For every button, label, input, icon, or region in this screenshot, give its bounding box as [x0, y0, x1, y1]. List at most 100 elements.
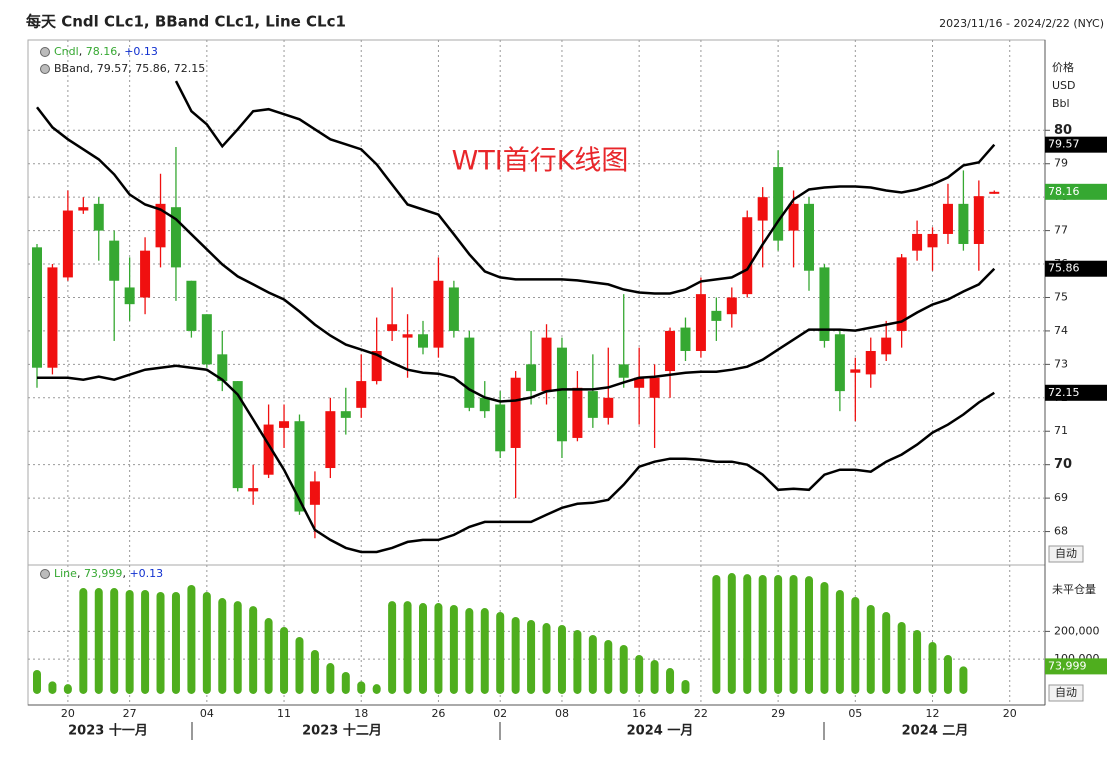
candle-body: [186, 280, 197, 331]
legend: Line, 73,999, +0.13: [54, 567, 163, 580]
x-tick-label: 05: [848, 707, 862, 720]
candle-body: [881, 337, 892, 355]
value-box: [1045, 183, 1107, 200]
candle-body: [587, 391, 598, 418]
auto-button[interactable]: [1048, 545, 1084, 563]
candle-body: [279, 421, 290, 428]
y-tick-label: 69: [1054, 491, 1068, 504]
legend-value: 78.16: [86, 45, 118, 58]
x-tick-label: 26: [431, 707, 445, 720]
candle-body: [510, 377, 521, 448]
candle-body: [649, 377, 660, 398]
candle-body: [603, 397, 614, 418]
auto-button-label[interactable]: 自动: [1055, 686, 1077, 699]
candle-body: [479, 397, 490, 412]
x-tick-label: 04: [200, 707, 214, 720]
value-box: [1045, 136, 1107, 153]
candle-body: [433, 280, 444, 348]
legend-name: Line: [54, 567, 77, 580]
candle-body: [541, 337, 552, 392]
legend-name: BBand: [54, 62, 90, 75]
candle-body: [294, 421, 305, 512]
auto-button[interactable]: [1048, 684, 1084, 702]
candle-body: [711, 310, 722, 321]
candle-body: [912, 233, 923, 251]
candle-body: [263, 424, 274, 475]
candle-body: [495, 404, 506, 452]
band-line: [37, 364, 995, 554]
legend-name: Cndl: [54, 45, 79, 58]
candle-body: [850, 369, 861, 373]
value-box: [1045, 658, 1107, 675]
legend-icon: [40, 47, 50, 57]
candle-body: [726, 297, 737, 315]
candle-body: [201, 314, 212, 365]
candle-body: [958, 203, 969, 244]
y-tick-label: 71: [1054, 424, 1068, 437]
y-tick-label: 80: [1054, 123, 1072, 138]
month-label: 2023 十一月: [68, 723, 148, 739]
candle-body: [371, 350, 382, 382]
y-tick-label: 75: [1054, 290, 1068, 303]
candle-body: [989, 191, 1000, 194]
value-box: [1045, 384, 1107, 401]
x-tick-label: 12: [926, 707, 940, 720]
value-box: [1045, 260, 1107, 277]
candle-body: [248, 488, 259, 492]
candle-body: [155, 203, 166, 248]
candle-body: [695, 294, 706, 351]
candle-body: [356, 381, 367, 408]
candle-body: [804, 203, 814, 271]
oi-plot: [33, 573, 968, 694]
candle-body: [973, 196, 984, 244]
candle-body: [757, 197, 768, 221]
candle-body: [634, 377, 645, 388]
legend-value: 73,999: [84, 567, 123, 580]
candle-body: [464, 337, 475, 408]
x-tick-label: 20: [61, 707, 75, 720]
value-box-label: 75.86: [1048, 262, 1080, 275]
y-tick-label: 70: [1054, 457, 1072, 472]
value-box-label: 72.15: [1048, 386, 1080, 399]
y-tick-label: 200,000: [1054, 624, 1100, 637]
candle-body: [32, 247, 42, 368]
band-line: [174, 80, 996, 295]
x-tick-label: 08: [555, 707, 569, 720]
x-tick-label: 11: [277, 707, 291, 720]
candle-body: [448, 287, 459, 331]
x-tick-label: 02: [493, 707, 507, 720]
y-unit: 价格: [1052, 60, 1074, 74]
x-tick-label: 16: [632, 707, 646, 720]
y-label: 未平仓量: [1052, 582, 1096, 596]
value-box-label: 73,999: [1048, 659, 1087, 672]
candle-body: [680, 327, 691, 351]
candle-body: [217, 354, 228, 382]
y-tick-label: 77: [1054, 224, 1068, 237]
y-unit: USD: [1052, 79, 1076, 92]
candle-body: [402, 334, 413, 338]
candle-body: [618, 364, 629, 378]
candle-body: [232, 381, 243, 489]
candle-body: [742, 217, 753, 295]
legend-icon: [40, 569, 50, 579]
candle-body: [140, 250, 151, 298]
y-tick-label: 74: [1054, 324, 1068, 337]
band-line: [36, 106, 996, 403]
candle-body: [78, 207, 89, 211]
axes: 2027041118260208162229051220686970717273…: [61, 123, 1107, 720]
candle-body: [834, 334, 845, 392]
auto-button-label[interactable]: 自动: [1055, 547, 1077, 560]
candle-body: [819, 267, 830, 341]
legend-value: 75.86: [135, 62, 167, 75]
candle-body: [572, 387, 583, 438]
legend-value: 79.57: [97, 62, 129, 75]
candle-body: [418, 334, 428, 348]
y-tick-label: 73: [1054, 357, 1068, 370]
candle-body: [309, 481, 320, 505]
candle-body: [556, 347, 567, 442]
candle-body: [773, 167, 784, 241]
y-tick-label: 79: [1054, 157, 1068, 170]
y-tick-label: 68: [1054, 525, 1068, 538]
